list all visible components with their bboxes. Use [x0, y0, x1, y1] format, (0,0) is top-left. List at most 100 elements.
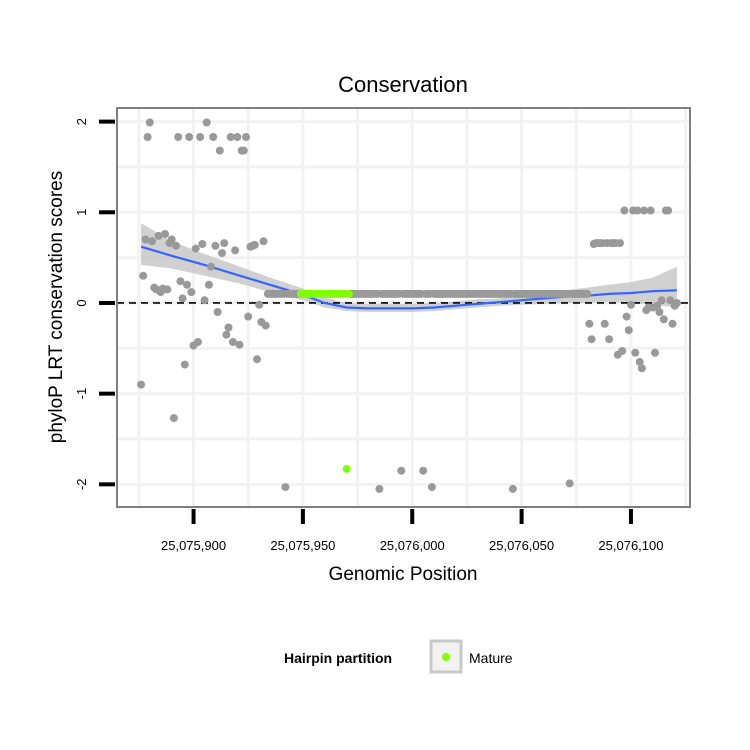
other-point: [193, 338, 202, 346]
legend-label-mature: Mature: [469, 650, 513, 666]
other-point: [196, 133, 205, 141]
other-point: [419, 466, 428, 475]
other-point: [141, 235, 150, 244]
other-point: [620, 206, 629, 215]
legend-title: Hairpin partition: [284, 650, 392, 666]
other-point: [646, 206, 655, 215]
y-tick-label: 0: [74, 299, 89, 306]
x-tick-label: 25,076,100: [598, 538, 663, 553]
y-axis: 2 1 0 -1 -2: [74, 118, 115, 490]
other-point: [220, 239, 229, 248]
other-point: [587, 335, 596, 344]
other-point: [211, 241, 220, 250]
other-point: [148, 237, 156, 246]
other-point: [183, 280, 191, 289]
chart-title: Conservation: [338, 72, 468, 97]
other-point: [178, 294, 187, 303]
x-tick-label: 25,075,900: [161, 538, 226, 553]
other-point: [202, 118, 211, 127]
other-point: [657, 296, 666, 305]
legend-key-mature-dot: [442, 653, 450, 661]
confidence-band: [141, 223, 677, 312]
other-point: [198, 240, 207, 248]
other-point: [651, 348, 659, 357]
other-point: [427, 483, 436, 492]
other-point: [163, 285, 172, 294]
x-axis: 25,075,900 25,075,950 25,076,000 25,076,050…: [161, 509, 663, 553]
other-point: [143, 133, 152, 141]
other-point: [624, 326, 633, 335]
other-point: [668, 319, 677, 328]
other-point: [605, 335, 614, 344]
other-point: [239, 146, 248, 155]
other-point: [209, 133, 218, 141]
mature-point: [342, 464, 351, 473]
other-point: [213, 308, 222, 316]
x-tick-label: 25,076,050: [489, 538, 554, 553]
other-point: [172, 241, 180, 250]
other-point: [565, 479, 574, 488]
other-point: [627, 300, 635, 309]
y-tick-label: -1: [74, 388, 89, 400]
other-point: [508, 484, 517, 493]
panel-border: [116, 107, 691, 508]
other-point: [218, 249, 226, 258]
other-point: [174, 133, 183, 141]
other-point: [631, 348, 640, 357]
x-tick-label: 25,076,000: [380, 538, 445, 553]
other-point: [600, 319, 609, 328]
other-point: [672, 299, 681, 307]
other-point: [637, 364, 646, 373]
smooth-line-layer: [140, 245, 677, 310]
other-point: [187, 288, 196, 297]
other-point: [242, 133, 250, 141]
other-point: [618, 347, 627, 355]
other-point: [145, 118, 154, 127]
other-point: [231, 246, 240, 255]
x-tick-label: 25,075,950: [270, 538, 335, 553]
other-point: [583, 289, 592, 298]
other-point: [397, 466, 406, 475]
other-point: [137, 380, 146, 389]
other-point: [233, 133, 242, 141]
other-point: [664, 206, 673, 215]
smooth-trend-line: [140, 245, 677, 310]
y-tick-label: 1: [74, 209, 89, 216]
other-point: [139, 271, 148, 280]
other-point: [616, 239, 624, 248]
other-point: [653, 301, 662, 310]
other-point: [259, 237, 268, 246]
other-point: [176, 277, 185, 286]
other-point: [215, 146, 224, 155]
other-point: [640, 206, 649, 215]
confidence-band-layer: [141, 223, 677, 312]
other-point: [224, 323, 233, 332]
other-point: [633, 206, 642, 215]
y-tick-label: -2: [74, 479, 89, 491]
points-layer: [137, 118, 681, 493]
grid-lines: [117, 108, 690, 507]
other-point: [253, 355, 261, 364]
other-point: [666, 296, 675, 305]
other-point: [154, 231, 163, 240]
y-tick-label: 2: [74, 118, 89, 125]
other-point: [585, 319, 594, 328]
other-point: [180, 360, 189, 369]
x-axis-title: Genomic Position: [329, 564, 478, 585]
legend: Hairpin partition Mature: [284, 639, 513, 674]
other-point: [655, 308, 664, 316]
other-point: [200, 296, 209, 305]
other-point: [207, 262, 215, 271]
other-point: [161, 230, 170, 238]
other-point: [226, 133, 235, 141]
other-point: [191, 244, 200, 253]
other-point: [375, 484, 384, 493]
mature-point: [344, 289, 353, 298]
other-point: [222, 330, 231, 339]
other-point: [235, 340, 244, 349]
other-point: [281, 483, 290, 492]
other-point: [169, 414, 178, 423]
other-point: [204, 280, 213, 289]
other-point: [659, 315, 668, 324]
